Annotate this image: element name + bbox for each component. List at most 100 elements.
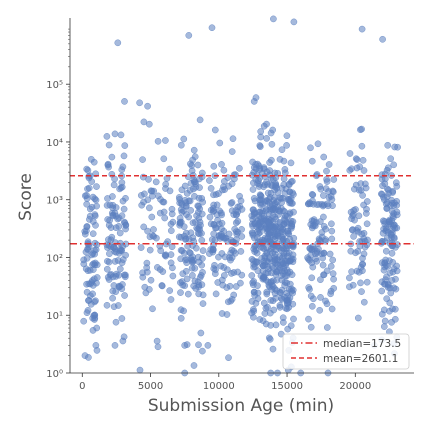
data-point [384,280,392,288]
data-point [249,186,257,193]
data-point [228,199,236,206]
data-point [189,234,197,242]
data-point [154,343,162,351]
data-point [394,143,401,151]
data-point [280,157,288,165]
data-point [140,198,147,206]
data-point [263,120,270,128]
data-point [255,229,263,237]
data-point [114,302,122,309]
data-point [316,183,324,190]
data-point [346,166,354,174]
data-point [252,299,260,307]
data-point [83,309,91,317]
data-point [278,296,286,303]
data-point [83,195,91,202]
data-point [146,246,154,254]
data-point [192,244,200,252]
data-point [232,283,240,290]
data-point [220,272,228,279]
data-point [167,259,175,267]
data-point [145,176,152,183]
data-point [179,281,187,289]
data-point [216,139,224,147]
data-point [115,271,123,279]
data-point [360,229,368,237]
data-point [145,120,153,128]
data-point [320,153,328,161]
data-point [185,32,193,39]
data-point [87,155,95,163]
data-point [281,190,289,197]
x-axis-label: Submission Age (min) [148,396,334,416]
data-point [176,196,183,203]
x-tick-label: 0 [79,381,85,392]
data-point [381,175,389,183]
data-point [228,148,236,155]
data-point [112,224,120,232]
data-point [260,299,268,307]
data-point [387,155,395,163]
data-point [387,289,395,297]
data-point [272,321,280,329]
data-point [212,290,220,298]
data-point [359,156,367,164]
data-point [89,266,97,273]
data-point [323,167,330,175]
data-point [285,304,293,311]
data-point [93,183,100,190]
data-point [162,252,170,260]
data-point [306,245,314,253]
data-point [190,256,197,264]
data-point [136,99,143,107]
data-point [89,327,97,334]
data-point [177,206,185,213]
data-point [160,208,168,216]
data-point [191,178,199,186]
data-point [119,337,127,345]
data-point [359,261,366,268]
data-point [90,312,98,319]
data-point [121,292,128,299]
data-point [144,227,151,235]
data-point [176,218,184,226]
data-point [159,268,167,275]
data-point [272,215,279,223]
data-point [308,274,316,282]
data-point [139,156,146,163]
data-point [389,212,397,220]
data-point [252,94,260,101]
data-point [148,213,156,221]
data-point [191,264,199,272]
data-point [147,276,155,284]
data-point [118,315,126,322]
data-point [257,272,265,280]
data-point [265,230,273,238]
data-point [257,222,265,230]
data-point [328,305,336,313]
data-point [206,177,213,184]
data-point [383,205,391,212]
data-point [159,198,167,206]
data-point [183,259,191,267]
data-point [384,141,392,149]
y-axis-label: Score [16,173,36,221]
data-point [167,227,175,235]
data-point [104,244,111,251]
data-point [313,201,321,208]
data-point [199,247,207,254]
data-point [114,39,122,47]
data-point [273,276,281,284]
y-tick-label: 10⁴ [46,138,63,149]
data-point [290,234,298,242]
legend-box [282,333,410,370]
data-point [83,165,91,173]
data-point [213,211,221,219]
data-point [281,166,289,173]
data-point [111,239,119,246]
data-point [268,156,275,164]
data-point [166,287,174,294]
data-point [112,318,120,326]
data-point [86,205,94,213]
data-point [80,260,88,268]
